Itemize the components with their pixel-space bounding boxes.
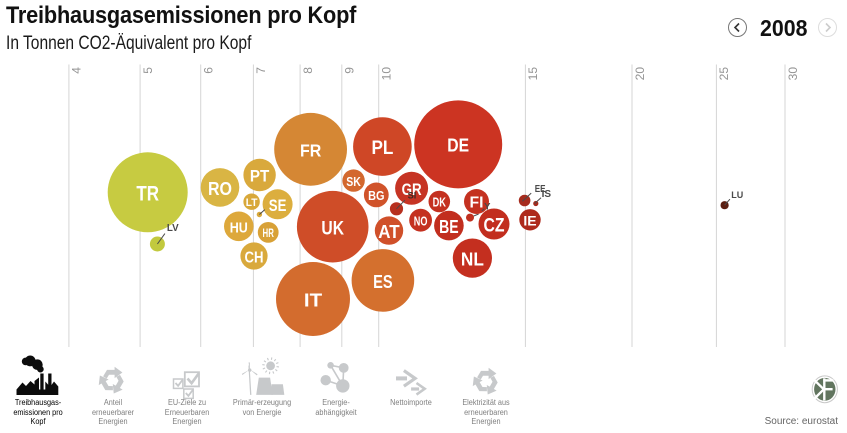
svg-text:UK: UK <box>321 218 344 239</box>
svg-text:5: 5 <box>141 67 155 74</box>
svg-text:TR: TR <box>136 183 159 206</box>
svg-text:DK: DK <box>433 195 447 210</box>
svg-text:CH: CH <box>245 249 264 266</box>
svg-text:6: 6 <box>202 67 216 74</box>
svg-text:IS: IS <box>542 189 552 200</box>
svg-text:HU: HU <box>230 219 248 236</box>
svg-text:SI: SI <box>408 190 417 200</box>
svg-text:AT: AT <box>378 222 399 242</box>
svg-text:BE: BE <box>439 216 459 237</box>
svg-text:LV: LV <box>167 223 179 234</box>
svg-text:8: 8 <box>301 67 315 74</box>
svg-text:LU: LU <box>731 190 743 201</box>
svg-text:NO: NO <box>414 213 428 228</box>
svg-text:10: 10 <box>380 67 394 81</box>
svg-text:RO: RO <box>208 178 232 199</box>
svg-text:ES: ES <box>373 271 393 292</box>
svg-text:EE: EE <box>535 184 546 195</box>
svg-text:HR: HR <box>263 226 275 240</box>
svg-text:BG: BG <box>368 188 384 203</box>
svg-text:DE: DE <box>447 136 469 156</box>
svg-text:GR: GR <box>402 181 422 199</box>
svg-text:CZ: CZ <box>484 216 505 237</box>
svg-text:PT: PT <box>250 168 269 186</box>
svg-text:30: 30 <box>786 67 800 81</box>
svg-text:FI: FI <box>470 195 484 212</box>
svg-text:IT: IT <box>304 289 323 310</box>
svg-text:IE: IE <box>523 212 536 228</box>
svg-text:20: 20 <box>633 67 647 81</box>
svg-text:15: 15 <box>526 67 540 81</box>
svg-text:25: 25 <box>717 67 731 81</box>
svg-text:FR: FR <box>300 140 322 160</box>
svg-text:NL: NL <box>461 248 484 269</box>
svg-text:PL: PL <box>371 138 393 159</box>
svg-text:Y: Y <box>484 201 491 212</box>
svg-text:LT: LT <box>246 197 258 209</box>
svg-text:9: 9 <box>343 67 357 74</box>
svg-text:SE: SE <box>269 196 287 215</box>
svg-text:7: 7 <box>254 67 268 74</box>
svg-text:SK: SK <box>346 174 361 189</box>
svg-text:4: 4 <box>70 67 84 74</box>
